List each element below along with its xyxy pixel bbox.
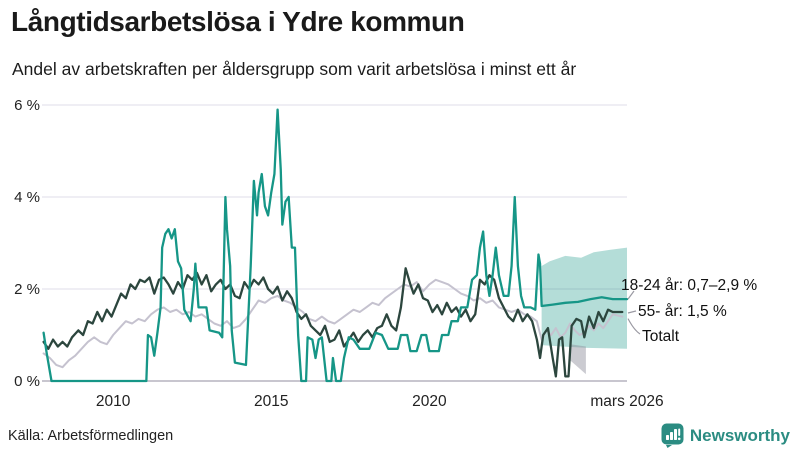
y-tick-2: 2 % [14,281,40,298]
newsworthy-logo-icon [661,423,684,448]
forecast-band-totalt [570,344,586,375]
series-line-55--r [42,267,624,378]
newsworthy-logo-text: Newsworthy [689,425,790,445]
x-tick-2020: 2020 [412,393,447,410]
y-tick-6: 6 % [14,97,40,114]
annotation-leader-line [627,310,637,314]
x-tick-2010: 2010 [95,393,131,410]
x-tick-2015: 2015 [254,393,289,410]
annotation-leader-line [627,318,641,335]
series-line-18-24-r-prognos [540,296,629,308]
x-tick-mars-2026: mars 2026 [590,393,664,410]
y-tick-4: 4 % [14,189,40,206]
newsworthy-logo: Newsworthy [661,423,790,448]
annotation-leader-line [627,290,635,300]
chart-title: Långtidsarbetslösa i Ydre kommun [11,6,465,37]
series-line-18-24-r [42,108,543,383]
annotation-totalt: Totalt [642,328,680,345]
annotation-18-24: 18-24 år: 0,7–2,9 % [621,277,758,294]
chart-subtitle: Andel av arbetskraften per åldersgrupp s… [12,59,577,79]
source-note: Källa: Arbetsförmedlingen [8,428,174,444]
y-tick-0: 0 % [14,373,40,390]
annotation-55: 55- år: 1,5 % [638,303,727,320]
